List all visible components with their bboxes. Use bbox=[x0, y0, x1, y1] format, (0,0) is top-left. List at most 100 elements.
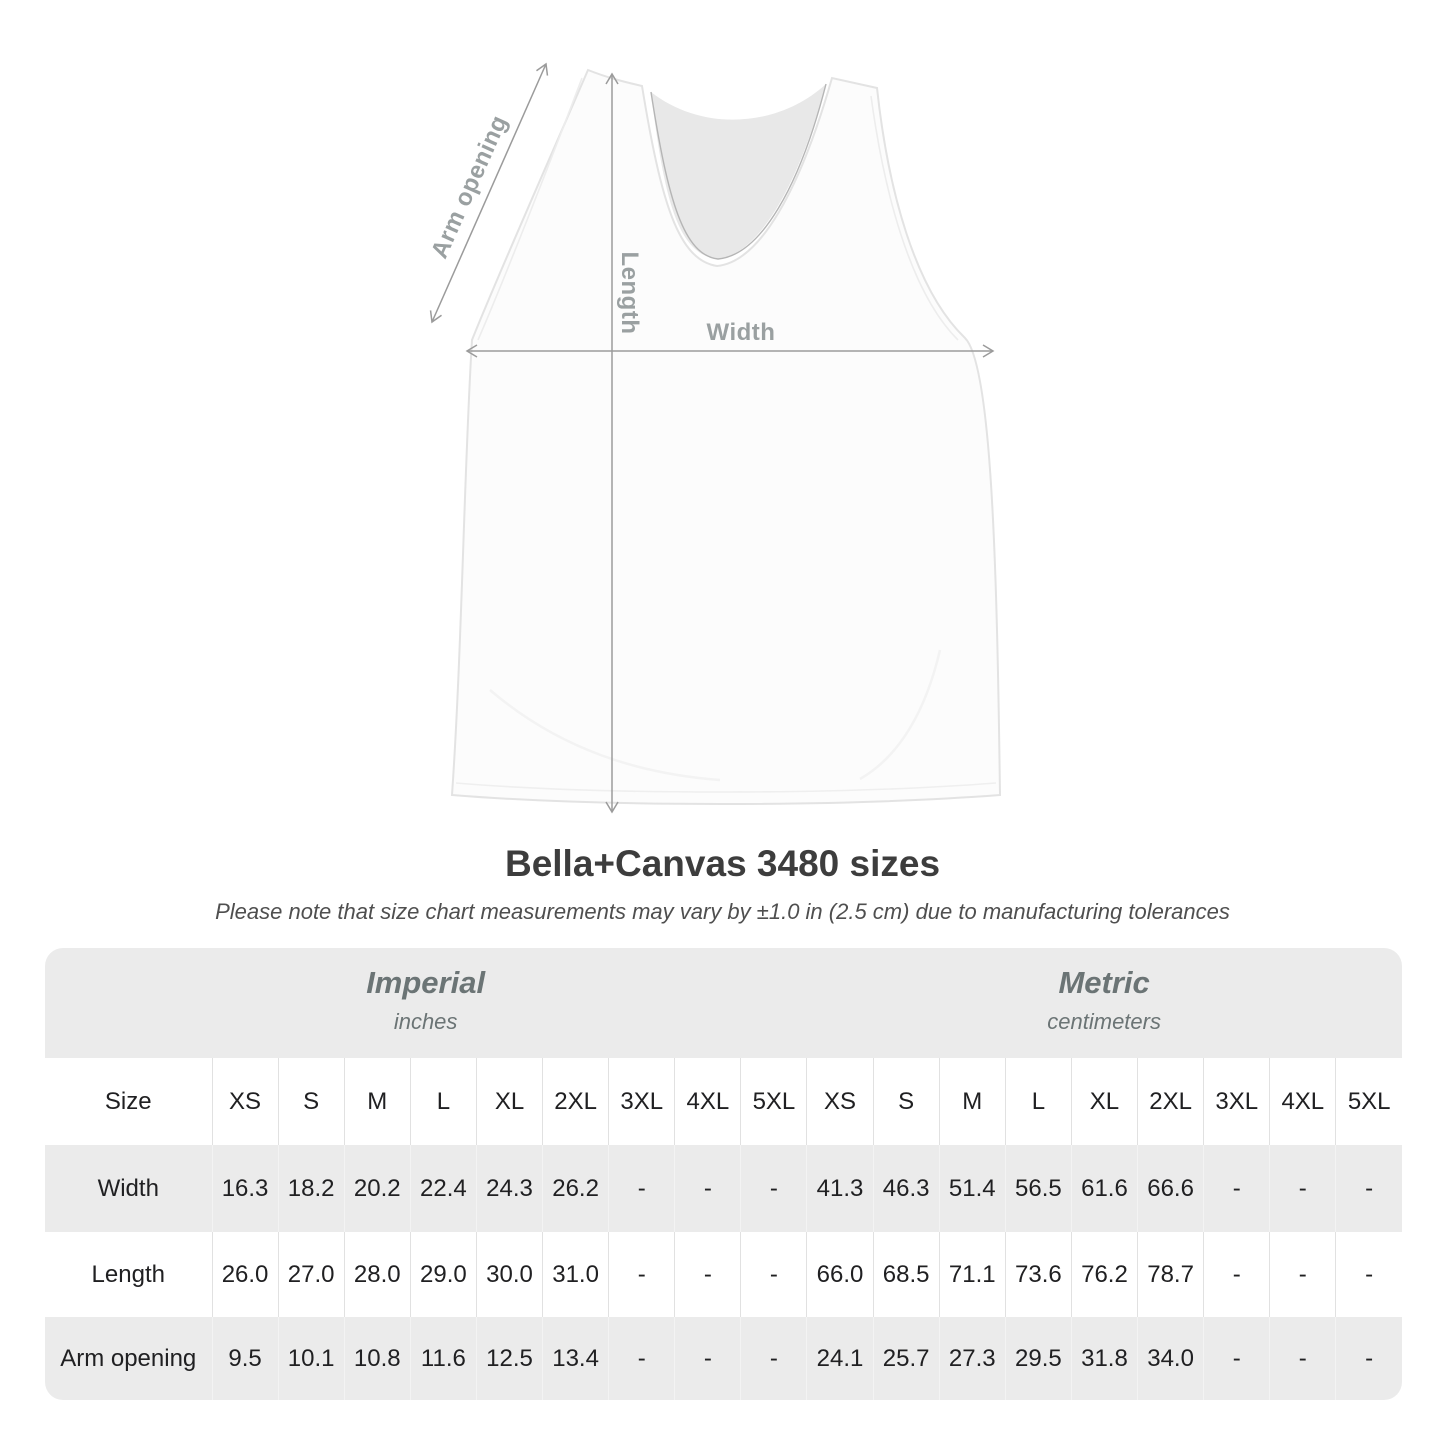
row-label: Width bbox=[45, 1145, 213, 1232]
cell: 51.4 bbox=[939, 1145, 1006, 1232]
left-armhole-binding bbox=[477, 77, 583, 341]
cell: - bbox=[674, 1232, 742, 1317]
cell: 71.1 bbox=[939, 1232, 1006, 1317]
cell: - bbox=[1365, 1344, 1374, 1372]
cell: 34.0 bbox=[1137, 1317, 1205, 1400]
cell: - bbox=[608, 1232, 676, 1317]
cell: 27.0 bbox=[278, 1232, 345, 1317]
size-header-metric-m: M bbox=[939, 1058, 1006, 1145]
cell: 41.3 bbox=[806, 1145, 874, 1232]
imperial-label: Imperial bbox=[366, 965, 486, 1000]
units-header-band: Imperial inches Metric centimeters bbox=[45, 948, 1402, 1058]
cell: - bbox=[740, 1145, 808, 1232]
cell: 20.2 bbox=[344, 1145, 411, 1232]
cell: 76.2 bbox=[1071, 1232, 1139, 1317]
cell: 66.6 bbox=[1137, 1145, 1205, 1232]
metric-unit-header: Metric centimeters bbox=[806, 948, 1402, 1058]
cell: 68.5 bbox=[873, 1232, 940, 1317]
cell: 31.8 bbox=[1071, 1317, 1139, 1400]
imperial-unit: inches bbox=[393, 1009, 458, 1034]
metric-label: Metric bbox=[1058, 965, 1150, 1000]
cell: 26.2 bbox=[542, 1145, 610, 1232]
cell: - bbox=[1269, 1232, 1337, 1317]
cell: 66.0 bbox=[806, 1232, 874, 1317]
cell: 56.5 bbox=[1005, 1145, 1072, 1232]
cell: - bbox=[1365, 1260, 1374, 1288]
cell: - bbox=[1365, 1174, 1374, 1202]
cell: 25.7 bbox=[873, 1317, 940, 1400]
row-label: Length bbox=[45, 1232, 213, 1317]
size-header-metric-l: L bbox=[1005, 1058, 1072, 1145]
cell: 9.5 bbox=[212, 1317, 279, 1400]
table-row-length: Length 26.0 27.0 28.0 29.0 30.0 31.0 - -… bbox=[45, 1232, 1402, 1317]
cell: - bbox=[608, 1317, 676, 1400]
cell: - bbox=[1203, 1232, 1271, 1317]
tolerance-note: Please note that size chart measurements… bbox=[215, 899, 1230, 924]
size-header-row: Size XS S M L XL 2XL 3XL 4XL 5XL XS S M … bbox=[45, 1058, 1402, 1145]
size-header-metric-5xl: 5XL bbox=[1347, 1087, 1391, 1115]
measurements-table: Size XS S M L XL 2XL 3XL 4XL 5XL XS S M … bbox=[45, 1058, 1402, 1400]
fold-line-right bbox=[859, 649, 942, 781]
hem-stitch bbox=[455, 782, 997, 793]
cell: 29.5 bbox=[1005, 1317, 1072, 1400]
size-header-metric-xl: XL bbox=[1071, 1058, 1139, 1145]
size-header-imperial-s: S bbox=[278, 1058, 345, 1145]
size-header-imperial-l: L bbox=[410, 1058, 477, 1145]
cell: 24.1 bbox=[806, 1317, 874, 1400]
cell: - bbox=[608, 1145, 676, 1232]
width-arrow bbox=[465, 344, 995, 358]
cell: 26.0 bbox=[212, 1232, 279, 1317]
neckline-binding bbox=[650, 83, 827, 260]
tank-body bbox=[450, 68, 1002, 805]
cell: 18.2 bbox=[278, 1145, 345, 1232]
size-header-imperial-5xl: 5XL bbox=[740, 1058, 808, 1145]
page-title: Bella+Canvas 3480 sizes bbox=[504, 843, 941, 884]
cell: - bbox=[1203, 1317, 1271, 1400]
fold-line-left bbox=[489, 689, 721, 782]
cell: 10.1 bbox=[278, 1317, 345, 1400]
cell: 73.6 bbox=[1005, 1232, 1072, 1317]
size-header-metric-4xl: 4XL bbox=[1269, 1058, 1337, 1145]
cell: - bbox=[1203, 1145, 1271, 1232]
cell: 29.0 bbox=[410, 1232, 477, 1317]
size-header-imperial-2xl: 2XL bbox=[542, 1058, 610, 1145]
cell: 11.6 bbox=[410, 1317, 477, 1400]
cell: - bbox=[740, 1317, 808, 1400]
length-measure-label: Length bbox=[616, 251, 643, 335]
cell: 46.3 bbox=[873, 1145, 940, 1232]
width-measure-label: Width bbox=[706, 319, 776, 346]
cell: 31.0 bbox=[542, 1232, 610, 1317]
row-label: Arm opening bbox=[45, 1317, 213, 1400]
cell: 28.0 bbox=[344, 1232, 411, 1317]
cell: - bbox=[674, 1317, 742, 1400]
cell: 12.5 bbox=[476, 1317, 544, 1400]
size-header-imperial-4xl: 4XL bbox=[674, 1058, 742, 1145]
cell: - bbox=[674, 1145, 742, 1232]
size-header-imperial-xl: XL bbox=[476, 1058, 544, 1145]
size-column-header: Size bbox=[45, 1058, 213, 1145]
cell: 10.8 bbox=[344, 1317, 411, 1400]
cell: 13.4 bbox=[542, 1317, 610, 1400]
size-header-imperial-3xl: 3XL bbox=[608, 1058, 676, 1145]
tank-top-measurement-diagram: Arm opening Length Width bbox=[426, 62, 1002, 814]
right-armhole-binding bbox=[870, 95, 959, 341]
cell: 16.3 bbox=[212, 1145, 279, 1232]
size-header-metric-2xl: 2XL bbox=[1137, 1058, 1205, 1145]
cell: - bbox=[740, 1232, 808, 1317]
cell: 27.3 bbox=[939, 1317, 1006, 1400]
arm-opening-arrow bbox=[429, 62, 549, 324]
table-row-width: Width 16.3 18.2 20.2 22.4 24.3 26.2 - - … bbox=[45, 1145, 1402, 1232]
neckline-shadow bbox=[651, 84, 826, 259]
cell: 78.7 bbox=[1137, 1232, 1205, 1317]
size-header-imperial-xs: XS bbox=[212, 1058, 279, 1145]
cell: - bbox=[1269, 1145, 1337, 1232]
cell: 22.4 bbox=[410, 1145, 477, 1232]
cell: 30.0 bbox=[476, 1232, 544, 1317]
length-arrow bbox=[605, 72, 619, 814]
size-header-metric-s: S bbox=[873, 1058, 940, 1145]
tank-top-graphic bbox=[429, 62, 1002, 814]
metric-unit: centimeters bbox=[1047, 1009, 1161, 1034]
imperial-unit-header: Imperial inches bbox=[45, 948, 806, 1058]
cell: 61.6 bbox=[1071, 1145, 1139, 1232]
table-row-arm-opening: Arm opening 9.5 10.1 10.8 11.6 12.5 13.4… bbox=[45, 1317, 1402, 1400]
